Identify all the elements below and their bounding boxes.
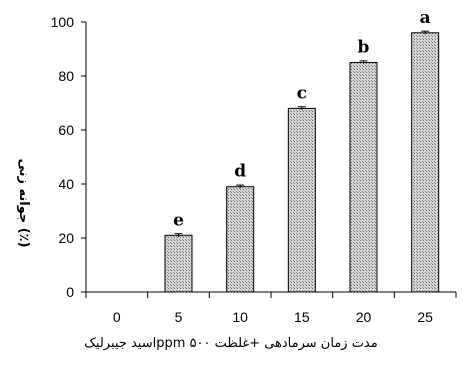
- bar-5: [164, 234, 193, 293]
- bar-letter-label: a: [420, 8, 431, 28]
- bar-10: [226, 186, 255, 293]
- x-tick-label: 10: [232, 309, 248, 325]
- bar-letter-label: d: [234, 162, 246, 182]
- bar-letter-label: e: [173, 210, 184, 230]
- y-tick-label: 40: [58, 176, 74, 192]
- bar-15: [287, 107, 316, 293]
- bar-20: [349, 62, 378, 293]
- x-tick-label: 5: [175, 309, 183, 325]
- bar-25: [411, 32, 440, 293]
- x-axis-label: مدت زمان سرمادهی +غلظت ۵۰۰ ppmاسید جیبرل…: [84, 336, 378, 351]
- x-tick-label: 20: [356, 309, 372, 325]
- y-tick-label: 0: [66, 284, 74, 300]
- y-tick-label: 60: [58, 122, 74, 138]
- bar-letter-label: b: [358, 38, 370, 58]
- y-axis-label: جوانه زنی (٪): [16, 158, 31, 247]
- x-tick-label: 15: [294, 309, 310, 325]
- x-tick-label: 25: [417, 309, 433, 325]
- y-tick-label: 100: [51, 14, 75, 30]
- y-tick-label: 80: [58, 68, 74, 84]
- bar-letter-label: c: [297, 83, 307, 103]
- y-tick-label: 20: [58, 230, 74, 246]
- x-tick-label: 0: [113, 309, 121, 325]
